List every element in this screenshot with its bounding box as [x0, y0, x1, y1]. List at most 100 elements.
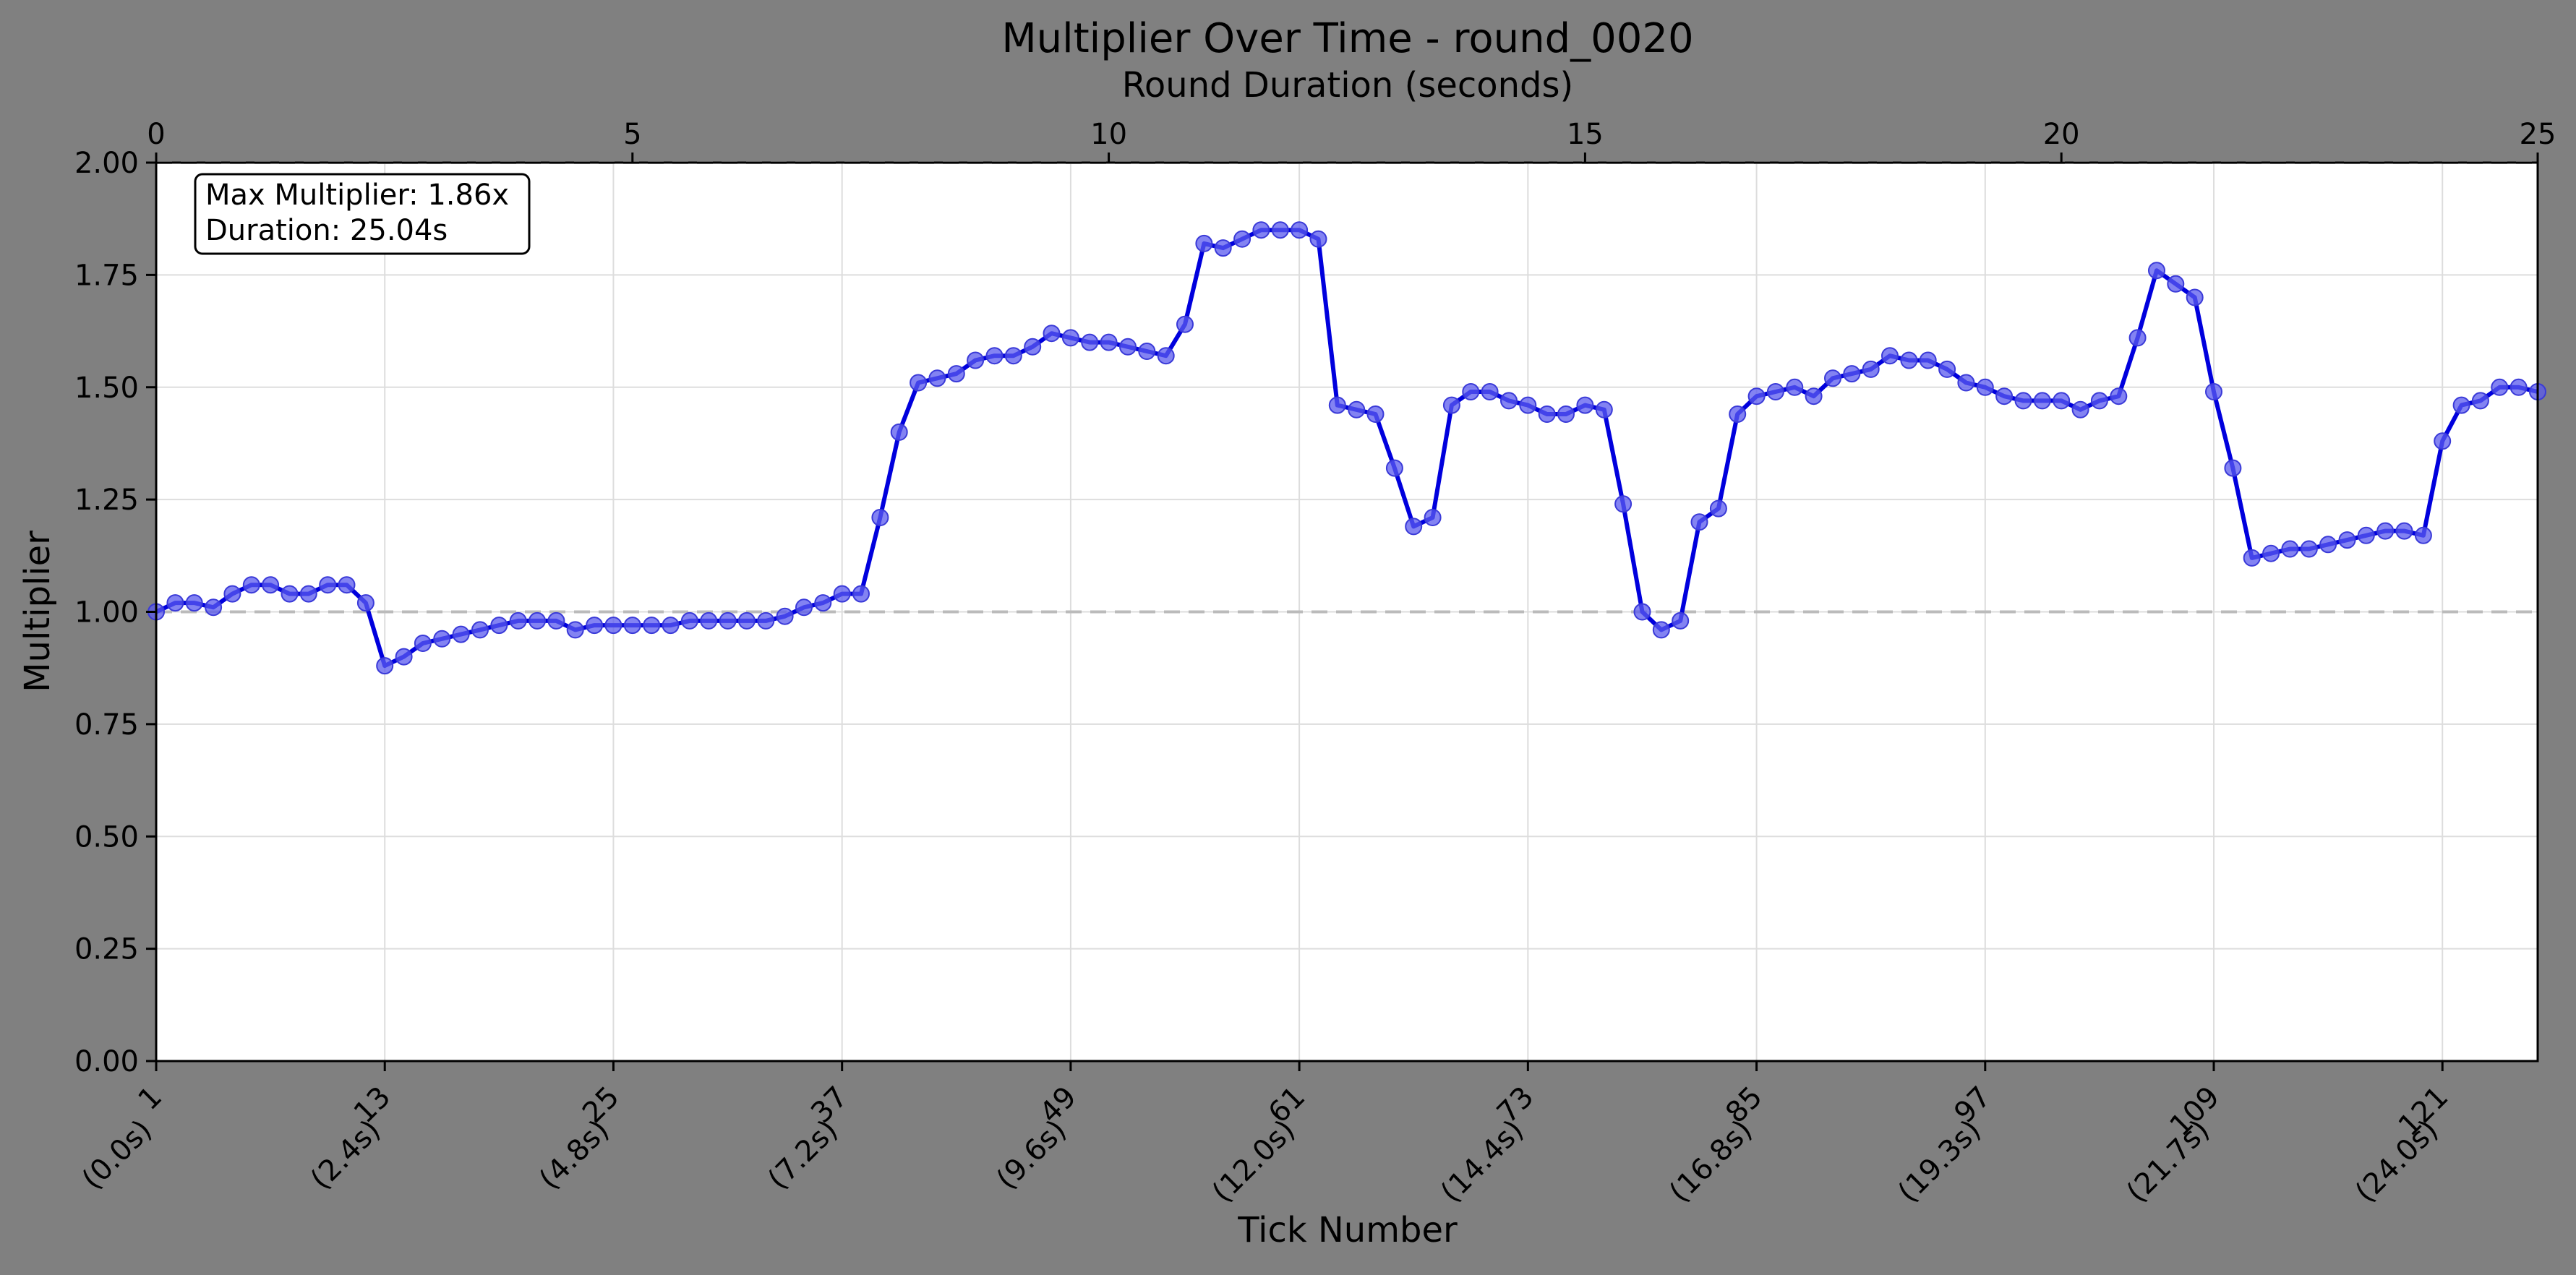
x-tick-sublabel: (7.2s) — [761, 1114, 844, 1196]
data-point — [2243, 549, 2261, 567]
data-point — [1043, 325, 1061, 343]
data-point — [1747, 387, 1766, 405]
data-point — [2319, 536, 2337, 554]
top-x-tick-label: 0 — [147, 118, 165, 151]
x-tick-sublabel: (24.0s) — [2349, 1114, 2444, 1209]
y-tick-label: 2.00 — [74, 147, 139, 180]
data-point — [1729, 405, 1747, 423]
x-tick-sublabel: (4.8s) — [533, 1114, 615, 1196]
data-point — [262, 576, 280, 594]
data-point — [2491, 378, 2509, 396]
y-tick-label: 0.00 — [74, 1045, 139, 1078]
data-point — [509, 611, 527, 630]
data-point — [814, 594, 832, 612]
data-point — [452, 625, 470, 643]
top-x-tick-label: 15 — [1567, 118, 1604, 151]
data-point — [1919, 351, 1937, 369]
data-point — [1252, 221, 1270, 239]
data-point — [1233, 230, 1251, 248]
data-point — [2452, 396, 2470, 414]
y-tick-label: 0.50 — [74, 820, 139, 854]
data-point — [299, 585, 317, 603]
y-tick-label: 1.25 — [74, 484, 139, 517]
stats-annotation: Max Multiplier: 1.86x Duration: 25.04s — [194, 173, 531, 255]
data-point — [2053, 392, 2071, 410]
data-point — [223, 585, 241, 603]
data-point — [1157, 347, 1175, 365]
data-point — [376, 657, 394, 675]
data-point — [1614, 495, 1633, 513]
data-point — [1900, 351, 1918, 369]
y-axis: 0.00 0.25 0.50 0.75 1.00 1.25 1.50 1.75 2.00 — [74, 147, 156, 1078]
data-point — [2395, 522, 2413, 540]
data-point — [967, 351, 985, 369]
data-point — [1100, 333, 1118, 351]
data-point — [471, 621, 489, 639]
x-axis: 1(0.0s)13(2.4s)25(4.8s)37(7.2s)49(9.6s)6… — [76, 1061, 2455, 1209]
x-tick-sublabel: (14.4s) — [1434, 1114, 1530, 1209]
data-point — [1519, 396, 1537, 414]
data-point — [1709, 499, 1727, 518]
data-point — [1081, 333, 1099, 351]
annotation-box — [194, 173, 531, 255]
data-point — [1786, 378, 1804, 396]
x-tick-sublabel: (21.7s) — [2121, 1114, 2216, 1209]
data-point — [1805, 387, 1823, 405]
x-tick-label: 1 — [132, 1081, 169, 1117]
data-point — [2281, 540, 2299, 558]
data-point — [776, 607, 794, 625]
data-point — [395, 648, 413, 666]
data-point — [1328, 396, 1346, 414]
data-point — [985, 347, 1004, 365]
top-axis-label: Round Duration (seconds) — [1122, 65, 1574, 106]
data-point — [414, 635, 432, 652]
data-point — [338, 576, 356, 594]
data-point — [1348, 400, 1366, 418]
chart-title: Multiplier Over Time - round_0020 — [1001, 15, 1693, 62]
data-point — [2357, 526, 2375, 544]
data-point — [166, 594, 184, 612]
data-point — [1652, 621, 1670, 639]
data-point — [1995, 387, 2014, 405]
data-point — [2471, 392, 2489, 410]
data-point — [1824, 369, 1841, 387]
data-point — [1442, 396, 1460, 414]
data-point — [2167, 275, 2185, 293]
data-point — [1538, 405, 1556, 423]
data-point — [2434, 432, 2452, 450]
y-tick-label: 1.75 — [74, 259, 139, 292]
data-point — [1271, 221, 1289, 239]
data-point — [947, 365, 965, 383]
data-point — [547, 611, 565, 630]
data-point — [757, 611, 775, 630]
data-point — [319, 576, 337, 594]
data-point — [1957, 374, 1975, 392]
data-point — [604, 617, 622, 635]
y-tick-label: 0.75 — [74, 708, 139, 742]
data-point — [1024, 338, 1042, 356]
data-point — [185, 594, 203, 612]
data-point — [700, 611, 718, 630]
data-point — [490, 617, 508, 635]
x-tick-sublabel: (0.0s) — [76, 1114, 158, 1196]
data-point — [1424, 509, 1442, 526]
data-point — [1291, 221, 1309, 239]
top-x-tick-label: 10 — [1090, 118, 1127, 151]
data-point — [2071, 400, 2089, 418]
data-point — [205, 598, 223, 617]
annotation-max-multiplier: Max Multiplier: 1.86x — [205, 179, 509, 212]
data-point — [852, 585, 870, 603]
top-x-tick-label: 25 — [2520, 118, 2556, 151]
data-point — [1595, 400, 1613, 418]
data-point — [586, 617, 604, 635]
data-point — [1462, 383, 1480, 400]
data-point — [1309, 230, 1327, 248]
top-x-tick-label: 20 — [2043, 118, 2080, 151]
data-point — [1862, 360, 1880, 378]
data-point — [1214, 239, 1232, 257]
data-point — [1576, 396, 1594, 414]
data-point — [2014, 392, 2032, 410]
data-point — [2338, 531, 2356, 549]
data-point — [910, 374, 928, 392]
data-point — [1119, 338, 1137, 356]
